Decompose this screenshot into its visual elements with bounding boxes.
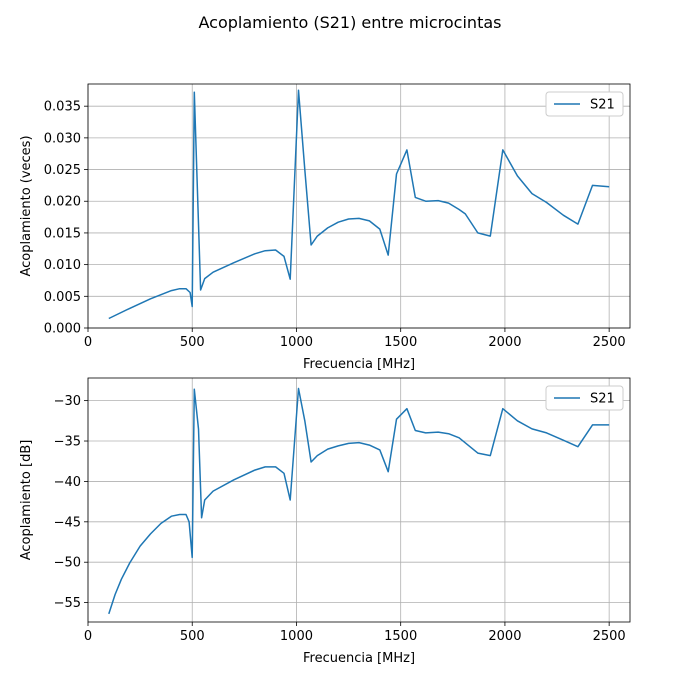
x-tick-label: 2500	[593, 629, 626, 644]
y-tick-label: 0.010	[44, 258, 81, 273]
legend: S21	[545, 385, 624, 411]
legend-box	[545, 91, 624, 117]
y-tick-label: 0.025	[44, 163, 81, 178]
x-tick-label: 0	[84, 335, 92, 350]
x-tick-label: 2000	[488, 335, 521, 350]
legend-label: S21	[590, 392, 615, 407]
legend: S21	[545, 91, 624, 117]
plot-panel-linear: 0 500 1000 1500 2000 2500 0.000 0.005 0.010 0.015…	[19, 83, 631, 372]
y-tick-label: 0.035	[44, 100, 81, 115]
plot-panel-db: 0 500 1000 1500 2000 2500 −55 −50 −45 −40 −35 −30 F…	[19, 377, 631, 666]
y-tick-label: −45	[54, 515, 81, 530]
legend-box	[545, 385, 624, 411]
x-tick-label: 1000	[280, 335, 313, 350]
y-tick-label: 0.030	[44, 131, 81, 146]
series-line-s21	[108, 387, 610, 615]
y-tick-label: −30	[54, 394, 81, 409]
x-tick-label: 1500	[384, 629, 417, 644]
y-tick-label: 0.015	[44, 226, 81, 241]
y-tick-label: 0.005	[44, 290, 81, 305]
y-tick-label: −35	[54, 435, 81, 450]
x-axis-label: Frecuencia [MHz]	[303, 357, 415, 372]
x-tick-label: 1000	[280, 629, 313, 644]
series-lines	[108, 387, 610, 615]
y-tick-label: −55	[54, 596, 81, 611]
legend-label: S21	[590, 98, 615, 113]
y-axis-label: Acoplamiento [dB]	[19, 440, 34, 561]
axes-frame	[87, 377, 631, 623]
x-tick-label: 2000	[488, 629, 521, 644]
y-axis-label: Acoplamiento (veces)	[19, 135, 34, 276]
ticks: 0 500 1000 1500 2000 2500 −55 −50 −45 −40 −35 −30	[54, 394, 626, 644]
x-tick-label: 1500	[384, 335, 417, 350]
y-tick-label: 0.000	[44, 322, 81, 337]
y-tick-label: 0.020	[44, 195, 81, 210]
x-tick-label: 500	[180, 335, 205, 350]
ticks: 0 500 1000 1500 2000 2500 0.000 0.005 0.010 0.015…	[44, 100, 626, 350]
series-line-s21	[108, 89, 610, 320]
x-tick-label: 500	[180, 629, 205, 644]
y-tick-label: −50	[54, 556, 81, 571]
axes-frame	[87, 83, 631, 329]
series-lines	[108, 89, 610, 320]
figure-title: Acoplamiento (S21) entre microcintas	[199, 13, 502, 32]
y-tick-label: −40	[54, 475, 81, 490]
x-axis-label: Frecuencia [MHz]	[303, 651, 415, 666]
x-tick-label: 0	[84, 629, 92, 644]
x-tick-label: 2500	[593, 335, 626, 350]
